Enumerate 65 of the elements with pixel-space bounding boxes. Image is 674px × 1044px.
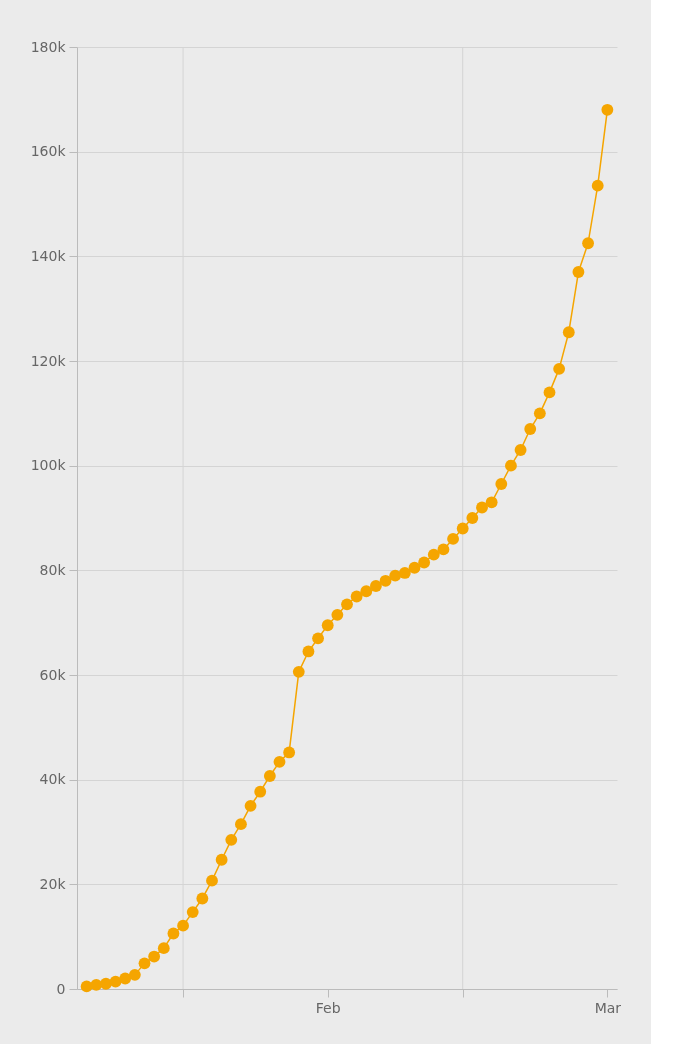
point: [350, 590, 363, 603]
point: [543, 386, 556, 399]
point: [321, 619, 334, 632]
x-tick-label: Feb: [315, 999, 341, 1016]
point: [476, 501, 488, 514]
point: [456, 522, 469, 535]
point: [244, 799, 257, 812]
point: [514, 444, 527, 456]
point: [128, 968, 141, 981]
point: [225, 833, 238, 846]
point: [148, 950, 161, 963]
point: [591, 179, 604, 192]
point: [601, 103, 614, 116]
point: [138, 957, 151, 970]
point: [437, 543, 450, 556]
point: [379, 574, 392, 587]
point: [292, 665, 305, 678]
y-tick-label: 140k: [30, 247, 67, 264]
point: [533, 407, 546, 420]
y-tick-label: 60k: [39, 666, 67, 683]
point: [254, 785, 267, 798]
point: [283, 746, 296, 759]
point: [398, 567, 411, 579]
y-tick-label: 100k: [30, 457, 67, 474]
point: [157, 942, 170, 955]
point: [572, 266, 585, 278]
point: [485, 496, 498, 509]
point: [418, 556, 431, 569]
y-tick-label: 20k: [39, 875, 67, 892]
point: [553, 362, 566, 375]
point: [389, 569, 402, 582]
point: [408, 561, 421, 574]
point: [100, 977, 112, 990]
point: [427, 548, 440, 561]
y-tick-label: 180k: [30, 38, 67, 55]
point: [119, 972, 132, 985]
point: [109, 975, 122, 988]
point: [466, 512, 479, 524]
point: [360, 585, 373, 598]
point: [302, 645, 315, 658]
point: [263, 770, 276, 782]
point: [177, 919, 189, 932]
y-tick-label: 160k: [30, 143, 67, 160]
point: [273, 755, 286, 768]
point: [582, 237, 594, 250]
point: [331, 608, 344, 621]
point: [524, 423, 537, 435]
y-tick-label: 40k: [39, 771, 67, 788]
point: [196, 892, 209, 905]
point: [370, 580, 382, 592]
point: [215, 853, 228, 866]
y-tick-label: 0: [56, 980, 66, 997]
point: [562, 326, 575, 339]
point: [505, 459, 517, 472]
x-tick-label: Mar: [594, 999, 622, 1016]
point: [167, 927, 180, 940]
point: [206, 874, 218, 887]
point: [447, 533, 459, 545]
y-tick-label: 80k: [39, 561, 67, 578]
y-tick-label: 120k: [30, 352, 67, 369]
point: [341, 598, 353, 611]
point: [495, 478, 508, 490]
point: [235, 818, 247, 831]
point: [186, 906, 199, 918]
point: [312, 632, 324, 645]
